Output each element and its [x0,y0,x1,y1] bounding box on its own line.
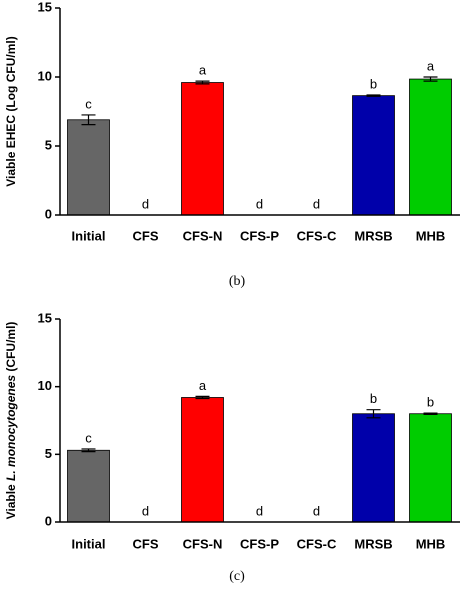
x-tick-label: MRSB [354,536,392,551]
y-axis-label: Viable EHEC (Log CFU/ml) [4,36,18,186]
panel-caption: (c) [229,569,245,584]
annotation: a [199,63,207,78]
y-axis-label-part: Viable [4,481,18,519]
annotation: d [313,196,320,211]
y-tick-label: 5 [45,446,52,461]
annotation: b [370,76,377,91]
x-tick-label: CFS-P [240,228,279,243]
x-tick-label: CFS-C [297,536,337,551]
x-tick-label: MRSB [354,228,392,243]
y-axis-label-part: L. monocytogenes [4,375,18,481]
bar [67,449,110,523]
x-tick-label: MHB [416,536,446,551]
x-tick-label: CFS [133,228,159,243]
x-tick-label: CFS-P [240,536,279,551]
bar [409,78,452,216]
panel-caption: (b) [229,274,246,289]
error-bar [423,76,438,82]
annotation: c [85,96,92,111]
error-bar [366,94,381,97]
annotation: d [142,196,149,211]
error-bar [81,448,96,453]
bar [352,95,395,216]
annotation: d [256,503,263,518]
annotation: c [85,430,92,445]
y-axis-label-part: (CFU/ml) [4,322,18,375]
y-tick-label: 0 [45,513,52,528]
annotation: d [313,503,320,518]
annotation: b [427,394,434,409]
y-axis-label: Viable L. monocytogenes (CFU/ml) [4,322,18,520]
x-tick-label: Initial [72,536,106,551]
error-bar [366,409,381,419]
y-tick-label: 5 [45,137,52,152]
annotation: a [199,378,207,393]
y-tick-label: 0 [45,206,52,221]
x-tick-label: MHB [416,228,446,243]
x-tick-label: Initial [72,228,106,243]
error-bar [195,80,210,85]
error-bar [423,412,438,416]
annotation: d [142,503,149,518]
error-bar [195,395,210,400]
x-tick-label: CFS-C [297,228,337,243]
bar [181,82,224,216]
bar [352,413,395,523]
annotation: b [370,391,377,406]
bar [67,119,110,216]
x-tick-label: CFS-N [183,536,223,551]
y-tick-label: 15 [38,0,52,14]
bar [409,413,452,523]
annotation: a [427,58,435,73]
x-tick-label: CFS [133,536,159,551]
error-bar [81,114,96,126]
y-tick-label: 10 [38,68,52,83]
annotation: d [256,196,263,211]
x-tick-label: CFS-N [183,228,223,243]
bar [181,397,224,523]
y-tick-label: 10 [38,378,52,393]
y-tick-label: 15 [38,310,52,325]
